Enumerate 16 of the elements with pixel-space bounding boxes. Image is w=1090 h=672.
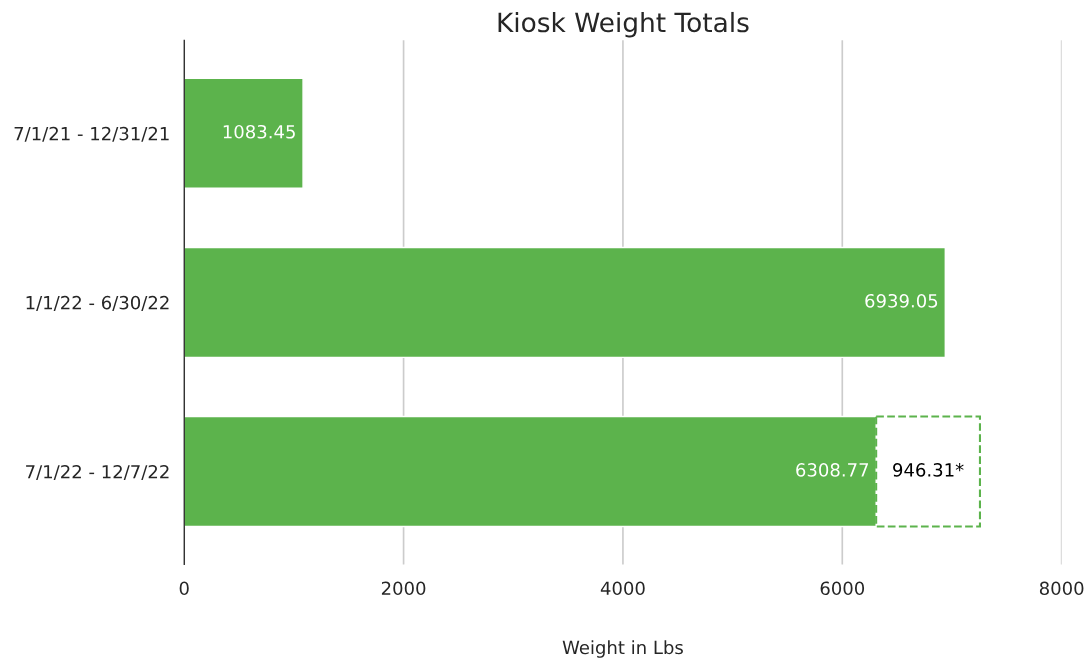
- chart-title: Kiosk Weight Totals: [498, 11, 749, 38]
- x-tick-label: 0: [179, 581, 189, 596]
- y-tick-label: 7/1/22 - 12/7/22: [26, 464, 169, 481]
- y-tick-label: 7/1/21 - 12/31/21: [14, 126, 169, 142]
- data-label: 1083.45: [223, 124, 295, 139]
- x-axis-title: Weight in Lbs: [562, 640, 683, 658]
- bar: [184, 77, 304, 189]
- data-label: 6308.77: [796, 463, 869, 477]
- data-label: 946.31*: [893, 463, 964, 477]
- x-tick-label: 6000: [820, 581, 865, 596]
- x-tick-label: 2000: [381, 581, 426, 596]
- data-label: 6939.05: [865, 293, 938, 308]
- bar: [184, 246, 946, 359]
- x-tick-label: 4000: [600, 581, 645, 596]
- x-tick-label: 8000: [1039, 581, 1084, 596]
- y-tick-label: 1/1/22 - 6/30/22: [26, 295, 169, 311]
